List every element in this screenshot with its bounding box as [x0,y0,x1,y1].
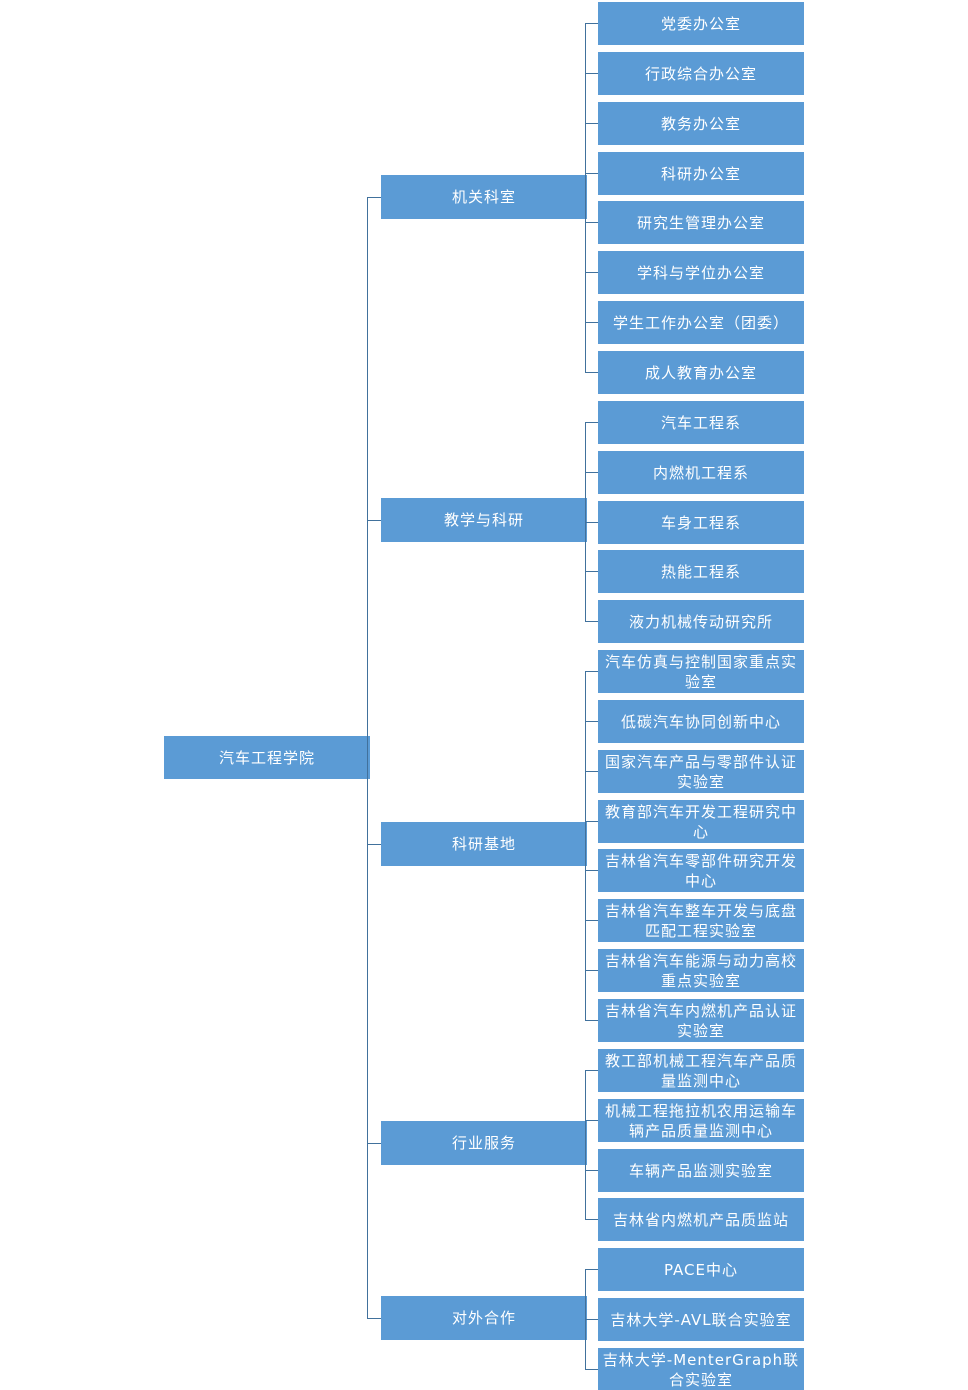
connector-line [585,1369,598,1370]
group-node: 科研基地 [381,822,587,866]
group-node: 教学与科研 [381,498,587,542]
leaf-node: 教育部汽车开发工程研究中心 [598,800,804,843]
leaf-node: 吉林省内燃机产品质监站 [598,1198,804,1241]
leaf-node: 研究生管理办公室 [598,201,804,244]
connector-line [585,1319,598,1320]
connector-line [585,222,598,223]
connector-line [585,1219,598,1220]
leaf-node: 教工部机械工程汽车产品质量监测中心 [598,1049,804,1092]
connector-line [367,197,368,1319]
connector-line [367,1143,381,1144]
connector-line [585,771,598,772]
leaf-node: 吉林大学-MenterGraph联合实验室 [598,1348,804,1390]
connector-line [585,422,598,423]
leaf-node: 吉林大学-AVL联合实验室 [598,1298,804,1341]
leaf-node: 党委办公室 [598,2,804,45]
connector-line [585,1070,598,1071]
connector-line [585,23,598,24]
connector-line [585,123,598,124]
connector-line [585,73,598,74]
connector-line [585,272,598,273]
connector-line [585,821,598,822]
connector-line [585,920,598,921]
connector-line [585,970,598,971]
connector-line [585,721,598,722]
leaf-node: 车辆产品监测实验室 [598,1149,804,1192]
leaf-node: 科研办公室 [598,152,804,195]
group-node: 行业服务 [381,1121,587,1165]
leaf-node: 吉林省汽车整车开发与底盘匹配工程实验室 [598,899,804,942]
connector-line [585,1170,598,1171]
leaf-node: 行政综合办公室 [598,52,804,95]
connector-line [585,23,586,373]
root-node: 汽车工程学院 [164,736,370,779]
connector-line [367,520,381,521]
connector-line [367,197,381,198]
connector-line [585,671,598,672]
connector-line [585,1070,586,1220]
leaf-node: 学生工作办公室（团委） [598,301,804,344]
connector-line [585,870,598,871]
connector-line [367,1318,381,1319]
leaf-node: 教务办公室 [598,102,804,145]
leaf-node: 成人教育办公室 [598,351,804,394]
connector-line [585,1120,598,1121]
connector-line [585,621,598,622]
connector-line [585,1269,598,1270]
connector-line [585,1269,586,1370]
leaf-node: 吉林省汽车零部件研究开发中心 [598,849,804,892]
connector-line [585,1020,598,1021]
connector-line [585,322,598,323]
leaf-node: 汽车工程系 [598,401,804,444]
leaf-node: PACE中心 [598,1248,804,1291]
leaf-node: 机械工程拖拉机农用运输车辆产品质量监测中心 [598,1099,804,1142]
connector-line [585,372,598,373]
connector-line [585,173,598,174]
leaf-node: 汽车仿真与控制国家重点实验室 [598,650,804,693]
group-node: 对外合作 [381,1296,587,1340]
connector-line [585,522,598,523]
group-node: 机关科室 [381,175,587,219]
leaf-node: 低碳汽车协同创新中心 [598,700,804,743]
leaf-node: 液力机械传动研究所 [598,600,804,643]
leaf-node: 车身工程系 [598,501,804,544]
leaf-node: 内燃机工程系 [598,451,804,494]
connector-line [585,671,586,1021]
leaf-node: 热能工程系 [598,550,804,593]
connector-line [585,571,598,572]
leaf-node: 学科与学位办公室 [598,251,804,294]
connector-line [585,422,586,622]
leaf-node: 国家汽车产品与零部件认证实验室 [598,750,804,793]
leaf-node: 吉林省汽车能源与动力高校重点实验室 [598,949,804,992]
leaf-node: 吉林省汽车内燃机产品认证实验室 [598,999,804,1042]
connector-line [585,472,598,473]
connector-line [367,844,381,845]
